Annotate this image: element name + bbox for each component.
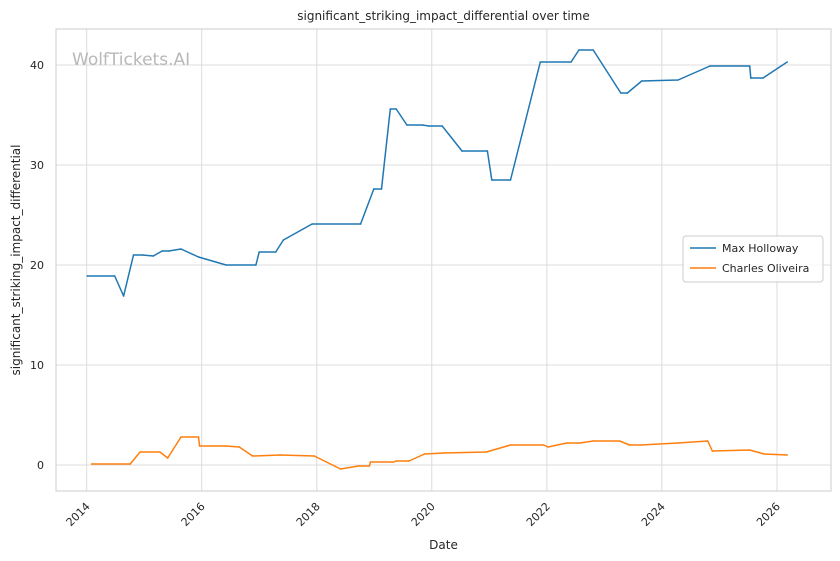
data-point-charles-oliveira-12: [313, 455, 316, 457]
legend-label-charles-oliveira: Charles Oliveira: [722, 262, 809, 275]
data-point-charles-oliveira-26: [565, 442, 568, 444]
data-point-max-holloway-26: [486, 150, 489, 152]
data-point-charles-oliveira-27: [579, 442, 581, 444]
data-point-max-holloway-12: [258, 251, 261, 253]
data-point-charles-oliveira-21: [442, 452, 445, 454]
data-point-max-holloway-18: [380, 188, 383, 190]
data-point-charles-oliveira-24: [542, 444, 545, 446]
data-point-max-holloway-13: [274, 251, 277, 253]
series-line-max-holloway: [87, 49, 788, 297]
data-point-max-holloway-7: [168, 250, 170, 252]
y-tick-label-0: 0: [37, 459, 44, 472]
data-point-charles-oliveira-5: [180, 436, 182, 438]
data-point-charles-oliveira-17: [392, 461, 395, 463]
y-tick-label-30: 30: [30, 159, 44, 172]
data-point-max-holloway-10: [225, 264, 227, 266]
data-point-max-holloway-36: [677, 79, 679, 81]
data-point-charles-oliveira-28: [592, 440, 594, 442]
data-point-max-holloway-0: [86, 275, 88, 277]
data-point-max-holloway-28: [509, 179, 512, 181]
data-point-charles-oliveira-23: [509, 444, 512, 446]
data-point-max-holloway-27: [491, 179, 493, 181]
data-point-max-holloway-11: [255, 264, 257, 266]
plot-frame: [55, 28, 832, 492]
data-point-charles-oliveira-14: [357, 465, 360, 467]
data-point-max-holloway-22: [421, 124, 424, 126]
data-point-max-holloway-25: [461, 150, 463, 152]
data-point-max-holloway-5: [152, 255, 155, 257]
data-point-max-holloway-15: [311, 223, 313, 225]
data-point-charles-oliveira-9: [238, 446, 241, 448]
chart-title: significant_striking_impact_differential…: [297, 9, 589, 23]
data-point-charles-oliveira-33: [707, 440, 709, 442]
watermark-text: WolfTickets.AI: [72, 50, 190, 70]
data-point-max-holloway-4: [141, 254, 144, 256]
y-tick-label-40: 40: [30, 59, 44, 72]
data-point-charles-oliveira-15: [368, 465, 371, 467]
x-axis-title: Date: [429, 538, 458, 552]
data-point-charles-oliveira-20: [423, 453, 426, 455]
data-point-max-holloway-29: [539, 61, 542, 63]
data-point-charles-oliveira-3: [159, 451, 161, 453]
data-point-max-holloway-37: [709, 65, 711, 67]
data-point-max-holloway-16: [359, 223, 362, 225]
data-point-charles-oliveira-34: [711, 450, 714, 452]
data-point-charles-oliveira-8: [225, 445, 227, 447]
data-point-max-holloway-34: [626, 92, 629, 94]
data-point-max-holloway-8: [180, 248, 182, 250]
data-point-max-holloway-30: [570, 61, 572, 63]
data-point-charles-oliveira-22: [485, 451, 488, 453]
data-point-max-holloway-3: [132, 254, 135, 256]
data-point-charles-oliveira-25: [547, 446, 549, 448]
data-point-max-holloway-24: [441, 125, 444, 127]
series-layer: [86, 49, 788, 470]
data-point-charles-oliveira-4: [166, 457, 169, 459]
data-point-charles-oliveira-30: [628, 444, 631, 446]
data-point-max-holloway-41: [786, 61, 788, 63]
data-point-charles-oliveira-2: [139, 451, 141, 453]
data-point-charles-oliveira-32: [677, 442, 679, 444]
data-point-max-holloway-19: [389, 108, 392, 110]
data-point-max-holloway-9: [197, 256, 200, 258]
data-point-charles-oliveira-31: [639, 444, 642, 446]
legend-label-max-holloway: Max Holloway: [722, 242, 799, 255]
data-point-charles-oliveira-29: [618, 440, 621, 442]
data-point-charles-oliveira-18: [395, 460, 397, 462]
y-tick-label-10: 10: [30, 359, 44, 372]
data-point-charles-oliveira-37: [786, 454, 788, 456]
data-point-max-holloway-20: [395, 108, 398, 110]
legend-box: [682, 235, 824, 283]
data-point-max-holloway-21: [406, 124, 408, 126]
series-line-charles-oliveira: [91, 436, 788, 470]
data-point-max-holloway-14: [282, 239, 285, 241]
data-point-max-holloway-38: [748, 65, 751, 67]
data-point-max-holloway-1: [113, 275, 116, 277]
data-point-charles-oliveira-6: [197, 436, 200, 438]
data-point-charles-oliveira-0: [90, 463, 93, 465]
data-point-max-holloway-35: [640, 80, 643, 82]
data-point-max-holloway-40: [762, 77, 764, 79]
data-point-max-holloway-2: [122, 295, 125, 297]
data-point-charles-oliveira-7: [198, 445, 201, 447]
data-point-charles-oliveira-36: [763, 453, 765, 455]
data-point-max-holloway-39: [750, 77, 752, 79]
data-point-charles-oliveira-13: [339, 468, 342, 470]
data-point-max-holloway-33: [620, 92, 622, 94]
data-point-charles-oliveira-19: [408, 460, 410, 462]
data-point-max-holloway-31: [578, 49, 580, 51]
y-axis-title: significant_striking_impact_differential: [9, 145, 23, 376]
data-point-charles-oliveira-35: [748, 449, 751, 451]
data-point-charles-oliveira-10: [251, 455, 254, 457]
data-point-charles-oliveira-1: [129, 463, 131, 465]
data-point-max-holloway-23: [428, 125, 430, 127]
data-point-charles-oliveira-11: [279, 454, 281, 456]
data-point-max-holloway-17: [373, 188, 375, 190]
legend: Max Holloway Charles Oliveira: [682, 235, 824, 283]
data-point-max-holloway-6: [161, 250, 163, 252]
y-tick-label-20: 20: [30, 259, 44, 272]
data-point-max-holloway-32: [592, 49, 594, 51]
data-point-charles-oliveira-16: [369, 461, 372, 463]
